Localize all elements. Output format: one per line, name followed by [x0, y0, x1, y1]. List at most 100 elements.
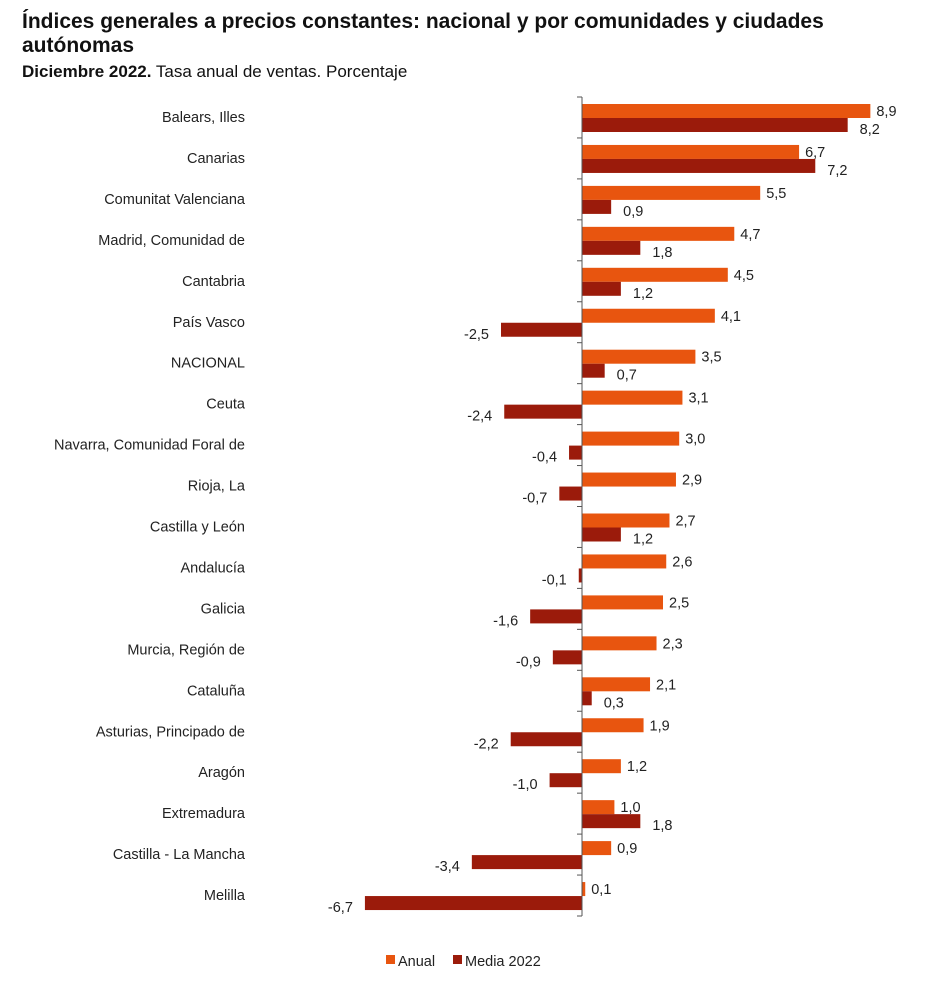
- bar-media-2022: [582, 691, 592, 706]
- bar-anual: [582, 513, 670, 528]
- bar-anual: [582, 349, 696, 364]
- bar-media-2022: [582, 199, 612, 214]
- bar-media-2022: [569, 445, 582, 460]
- data-label: -1,6: [493, 613, 518, 629]
- data-label: 5,5: [766, 186, 786, 202]
- data-label: -2,2: [474, 736, 499, 752]
- category-label: Balears, Illes: [162, 110, 245, 126]
- category-label: Madrid, Comunidad de: [98, 233, 245, 249]
- data-label: -0,9: [516, 654, 541, 670]
- legend-swatch: [386, 955, 395, 964]
- bar-media-2022: [530, 609, 582, 624]
- bar-anual: [582, 636, 657, 651]
- category-label: Ceuta: [206, 397, 246, 413]
- bar-media-2022: [582, 363, 605, 378]
- legend-label: Anual: [398, 954, 435, 970]
- data-label: 1,9: [650, 718, 670, 734]
- category-label: Andalucía: [181, 560, 246, 576]
- bar-media-2022: [364, 896, 582, 911]
- data-label: 2,6: [672, 554, 692, 570]
- data-label: -2,5: [464, 327, 489, 343]
- category-label: Cataluña: [187, 683, 246, 699]
- data-label: 2,1: [656, 677, 676, 693]
- category-label: NACIONAL: [171, 356, 245, 372]
- bar-media-2022: [578, 568, 582, 583]
- data-label: 4,5: [734, 268, 754, 284]
- data-label: 3,0: [685, 432, 705, 448]
- bar-media-2022: [549, 773, 582, 788]
- bar-anual: [582, 882, 586, 897]
- data-label: 0,7: [617, 368, 637, 384]
- data-label: 8,9: [876, 104, 896, 120]
- data-label: 1,2: [627, 759, 647, 775]
- data-label: -6,7: [328, 900, 353, 916]
- bar-anual: [582, 390, 683, 405]
- data-label: 7,2: [827, 163, 847, 179]
- legend-label: Media 2022: [465, 954, 541, 970]
- category-label: Canarias: [187, 151, 245, 167]
- bar-media-2022: [582, 281, 621, 296]
- data-label: 2,3: [663, 636, 683, 652]
- subtitle-date: Diciembre 2022.: [22, 62, 152, 81]
- category-label: Castilla - La Mancha: [113, 847, 246, 863]
- data-label: -1,0: [513, 777, 538, 793]
- category-label: Aragón: [198, 765, 245, 781]
- bar-anual: [582, 841, 612, 856]
- category-label: Cantabria: [182, 274, 246, 290]
- bar-anual: [582, 554, 667, 569]
- bar-anual: [582, 718, 644, 733]
- bar-anual: [582, 472, 676, 487]
- data-label: 0,3: [604, 695, 624, 711]
- chart-title: Índices generales a precios constantes: …: [22, 10, 824, 57]
- data-label: 1,0: [620, 800, 640, 816]
- legend-swatch: [453, 955, 462, 964]
- category-label: Galicia: [201, 601, 246, 617]
- bar-media-2022: [501, 322, 582, 337]
- bar-media-2022: [582, 158, 816, 173]
- data-label: -2,4: [467, 409, 492, 425]
- bar-anual: [582, 185, 761, 200]
- category-label: Asturias, Principado de: [96, 724, 245, 740]
- data-label: 1,8: [652, 245, 672, 261]
- data-label: 4,1: [721, 309, 741, 325]
- bar-media-2022: [582, 814, 641, 829]
- bar-media-2022: [510, 732, 582, 747]
- data-label: -3,4: [435, 859, 460, 875]
- bar-anual: [582, 595, 663, 610]
- data-label: -0,1: [542, 572, 567, 588]
- data-label: 0,9: [623, 204, 643, 220]
- data-label: -0,7: [522, 491, 547, 507]
- category-label: Melilla: [204, 888, 246, 904]
- bar-media-2022: [471, 855, 582, 870]
- data-label: 4,7: [740, 227, 760, 243]
- category-label: Comunitat Valenciana: [104, 192, 246, 208]
- data-label: 1,2: [633, 532, 653, 548]
- data-label: 2,7: [675, 514, 695, 530]
- bar-media-2022: [559, 486, 582, 501]
- bar-anual: [582, 800, 615, 815]
- bar-media-2022: [504, 404, 582, 419]
- data-label: 8,2: [860, 122, 880, 138]
- data-label: -0,4: [532, 450, 557, 466]
- data-label: 0,1: [591, 882, 611, 898]
- data-label: 1,2: [633, 286, 653, 302]
- bar-anual: [582, 104, 871, 118]
- subtitle-text: Tasa anual de ventas. Porcentaje: [155, 62, 408, 81]
- bar-media-2022: [582, 240, 641, 255]
- data-label: 3,1: [688, 391, 708, 407]
- bar-anual: [582, 308, 715, 323]
- category-label: Castilla y León: [150, 520, 245, 536]
- bar-anual: [582, 267, 728, 282]
- bar-media-2022: [582, 118, 848, 132]
- category-label: Rioja, La: [188, 479, 246, 495]
- bar-media-2022: [552, 650, 582, 665]
- data-label: 1,8: [652, 818, 672, 834]
- bar-anual: [582, 431, 680, 446]
- data-label: 3,5: [701, 350, 721, 366]
- bar-anual: [582, 226, 735, 241]
- bar-anual: [582, 144, 800, 159]
- bar-media-2022: [582, 527, 621, 542]
- data-label: 6,7: [805, 145, 825, 161]
